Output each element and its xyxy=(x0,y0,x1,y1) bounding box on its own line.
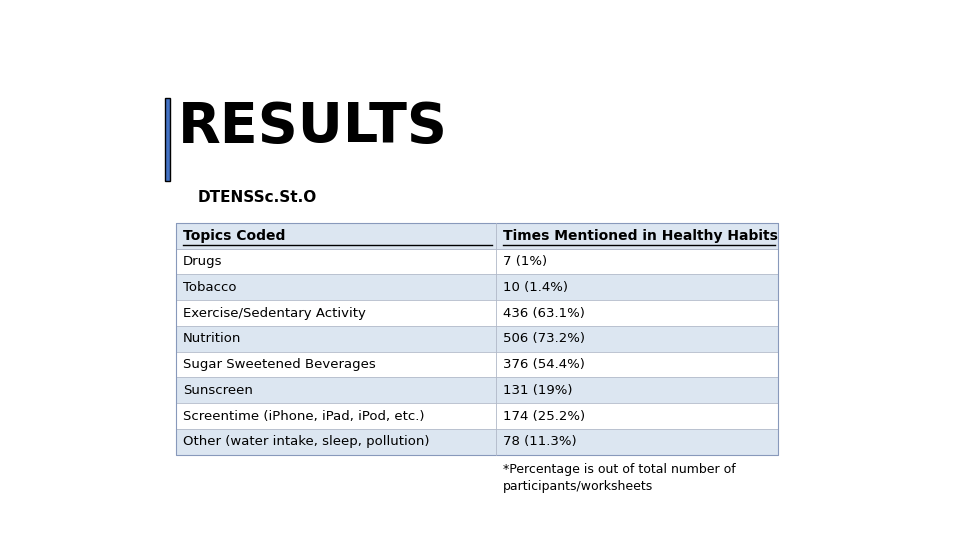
Text: RESULTS: RESULTS xyxy=(178,100,448,154)
Text: Nutrition: Nutrition xyxy=(183,332,242,345)
FancyBboxPatch shape xyxy=(176,326,779,352)
Text: DTENSSc.St.O: DTENSSc.St.O xyxy=(198,190,318,205)
FancyBboxPatch shape xyxy=(165,98,170,181)
FancyBboxPatch shape xyxy=(176,300,779,326)
Text: Topics Coded: Topics Coded xyxy=(183,229,286,242)
FancyBboxPatch shape xyxy=(176,429,779,455)
Text: 131 (19%): 131 (19%) xyxy=(503,384,573,397)
Text: 78 (11.3%): 78 (11.3%) xyxy=(503,435,577,448)
Text: Times Mentioned in Healthy Habits: Times Mentioned in Healthy Habits xyxy=(503,229,778,242)
Text: 436 (63.1%): 436 (63.1%) xyxy=(503,307,585,320)
Text: Sugar Sweetened Beverages: Sugar Sweetened Beverages xyxy=(183,358,376,371)
Text: 174 (25.2%): 174 (25.2%) xyxy=(503,410,586,423)
Text: Other (water intake, sleep, pollution): Other (water intake, sleep, pollution) xyxy=(183,435,430,448)
Text: 10 (1.4%): 10 (1.4%) xyxy=(503,281,568,294)
Text: *Percentage is out of total number of
participants/worksheets: *Percentage is out of total number of pa… xyxy=(503,463,736,493)
Text: 376 (54.4%): 376 (54.4%) xyxy=(503,358,585,371)
Text: Exercise/Sedentary Activity: Exercise/Sedentary Activity xyxy=(183,307,366,320)
FancyBboxPatch shape xyxy=(176,248,779,274)
Text: 506 (73.2%): 506 (73.2%) xyxy=(503,332,586,345)
Text: 7 (1%): 7 (1%) xyxy=(503,255,547,268)
FancyBboxPatch shape xyxy=(176,403,779,429)
FancyBboxPatch shape xyxy=(176,352,779,377)
Text: Drugs: Drugs xyxy=(183,255,223,268)
Text: Sunscreen: Sunscreen xyxy=(183,384,253,397)
FancyBboxPatch shape xyxy=(176,377,779,403)
FancyBboxPatch shape xyxy=(176,274,779,300)
Text: Screentime (iPhone, iPad, iPod, etc.): Screentime (iPhone, iPad, iPod, etc.) xyxy=(183,410,424,423)
Text: Tobacco: Tobacco xyxy=(183,281,237,294)
FancyBboxPatch shape xyxy=(176,223,779,248)
